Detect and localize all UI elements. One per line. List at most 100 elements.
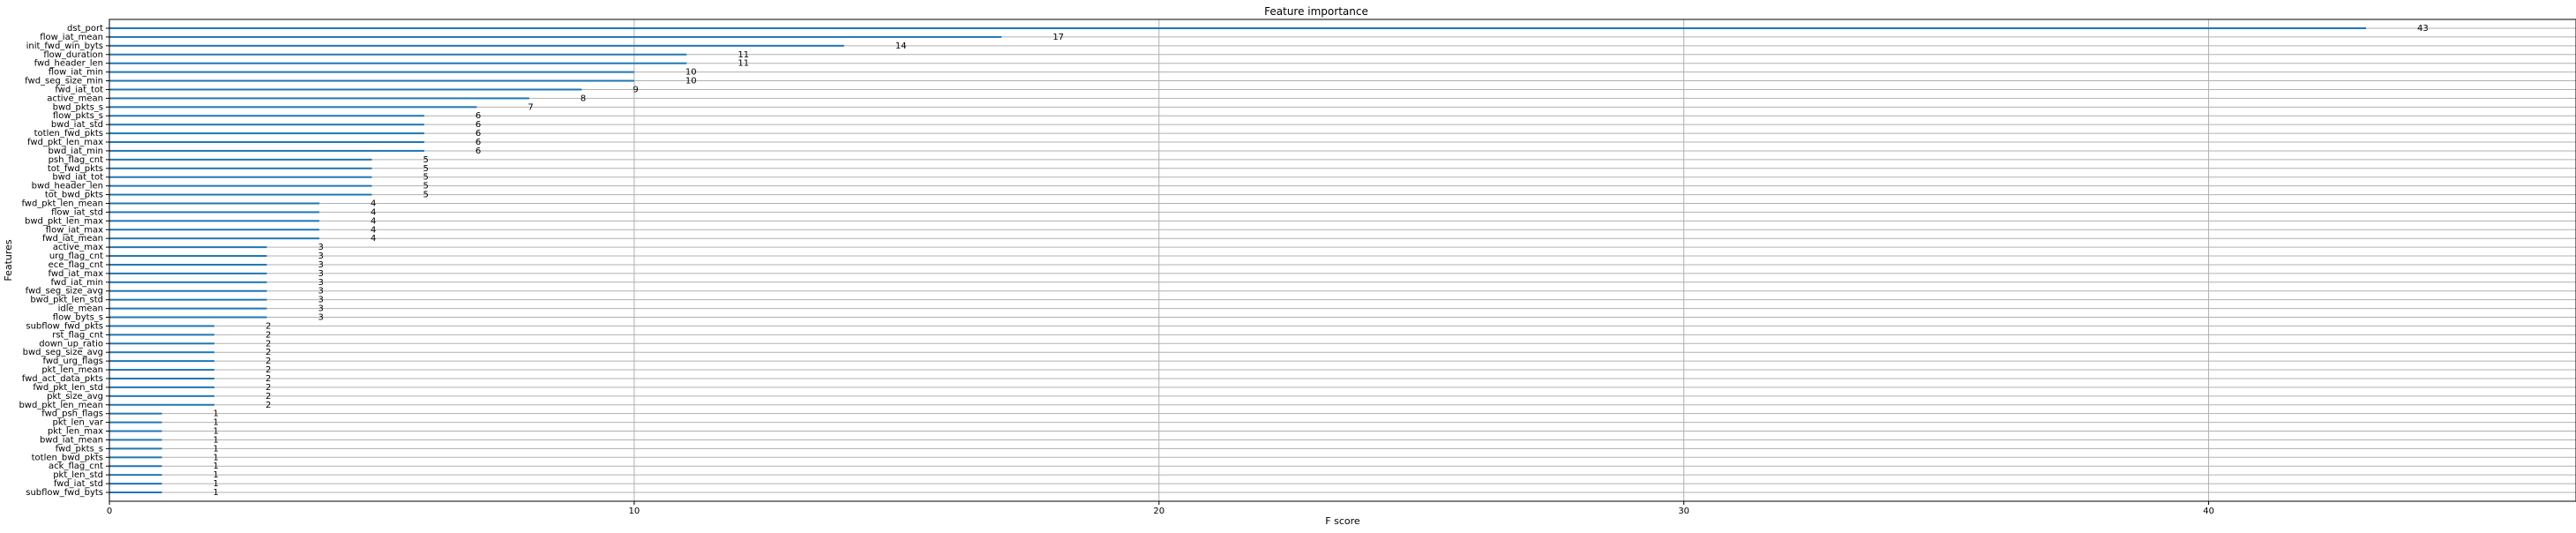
y-tick-label: active_max <box>53 243 103 252</box>
value-label: 3 <box>318 251 323 261</box>
y-tick-label: fwd_iat_max <box>49 269 104 279</box>
bar-flow_iat_mean <box>109 35 1002 38</box>
value-label: 3 <box>318 278 323 288</box>
bar-fwd_urg_flags <box>109 360 214 363</box>
bar-ack_flag_cnt <box>109 465 162 468</box>
bar-ece_flag_cnt <box>109 263 267 266</box>
value-label: 4 <box>371 216 376 226</box>
value-label: 11 <box>738 50 749 60</box>
value-label: 1 <box>213 409 218 419</box>
bar-pkt_size_avg <box>109 394 214 397</box>
value-label: 5 <box>423 173 428 183</box>
bar-totlen_fwd_pkts <box>109 132 424 135</box>
value-label: 1 <box>213 470 218 480</box>
y-tick-label: bwd_iat_std <box>51 120 103 130</box>
bar-active_mean <box>109 97 529 100</box>
y-tick-label: bwd_iat_min <box>48 146 103 156</box>
value-label: 1 <box>213 462 218 471</box>
bar-dst_port <box>109 27 2367 29</box>
value-label: 6 <box>476 129 481 139</box>
value-label: 5 <box>423 164 428 174</box>
plot-area-frame <box>109 19 2576 502</box>
x-tick-label: 30 <box>1678 507 1689 516</box>
bar-pkt_len_mean <box>109 369 214 372</box>
x-tick-label: 0 <box>107 507 112 516</box>
value-label: 1 <box>213 453 218 462</box>
y-tick-label: fwd_header_len <box>34 59 103 69</box>
value-label: 3 <box>318 243 323 252</box>
bar-subflow_fwd_pkts <box>109 325 214 327</box>
y-tick-label: fwd_iat_min <box>50 278 103 288</box>
value-label: 3 <box>318 260 323 270</box>
value-label: 1 <box>213 488 218 498</box>
y-tick-label: tot_bwd_pkts <box>45 191 103 200</box>
x-axis-label: F score <box>1325 515 1360 527</box>
bar-fwd_iat_min <box>109 281 267 283</box>
y-tick-labels: dst_portflow_iat_meaninit_fwd_win_bytsfl… <box>19 24 109 498</box>
bar-fwd_iat_max <box>109 272 267 274</box>
bar-bwd_pkt_len_max <box>109 220 319 222</box>
bar-bwd_pkt_len_mean <box>109 403 214 406</box>
y-tick-label: bwd_header_len <box>32 182 103 191</box>
y-tick-label: flow_iat_std <box>51 207 103 217</box>
bar-flow_byts_s <box>109 316 267 319</box>
bar-pkt_len_var <box>109 421 162 424</box>
value-label: 9 <box>633 85 638 94</box>
value-label: 4 <box>371 234 376 244</box>
value-label: 6 <box>476 120 481 130</box>
bar-pkt_len_std <box>109 474 162 477</box>
bar-pkt_len_max <box>109 430 162 432</box>
value-label: 1 <box>213 427 218 437</box>
bar-bwd_pkt_len_std <box>109 298 267 301</box>
bar-fwd_act_data_pkts <box>109 377 214 379</box>
value-label: 5 <box>423 191 428 200</box>
y-tick-label: flow_byts_s <box>53 313 103 323</box>
y-tick-label: totlen_fwd_pkts <box>34 129 103 139</box>
x-tick-label: 20 <box>1153 507 1164 516</box>
bar-flow_iat_std <box>109 211 319 214</box>
bar-fwd_pkt_len_std <box>109 386 214 388</box>
value-label: 10 <box>685 68 697 78</box>
y-tick-label: totlen_bwd_pkts <box>32 453 103 462</box>
value-label: 2 <box>266 339 271 349</box>
y-tick-label: bwd_pkt_len_max <box>25 216 103 226</box>
bar-bwd_pkts_s <box>109 106 477 109</box>
bar-psh_flag_cnt <box>109 158 372 161</box>
chart-title: Feature importance <box>1264 5 1368 18</box>
value-label: 5 <box>423 182 428 191</box>
y-tick-label: pkt_len_max <box>48 427 103 437</box>
value-label: 2 <box>266 383 271 393</box>
value-label: 1 <box>213 418 218 428</box>
bar-bwd_iat_min <box>109 149 424 152</box>
value-label: 4 <box>371 199 376 208</box>
y-tick-label: rst_flag_cnt <box>52 330 103 340</box>
bar-fwd_iat_tot <box>109 88 582 91</box>
y-tick-label: fwd_seg_size_min <box>25 77 103 86</box>
bar-fwd_header_len <box>109 62 687 64</box>
bar-idle_mean <box>109 307 267 310</box>
y-tick-label: tot_fwd_pkts <box>48 164 103 174</box>
value-label: 1 <box>213 444 218 454</box>
value-label: 4 <box>371 207 376 217</box>
bar-fwd_pkt_len_max <box>109 141 424 144</box>
bar-bwd_header_len <box>109 184 372 187</box>
value-label: 2 <box>266 357 271 366</box>
bar-flow_iat_min <box>109 71 634 73</box>
value-label: 14 <box>895 41 907 51</box>
value-label: 1 <box>213 479 218 489</box>
bar-subflow_fwd_byts <box>109 492 162 493</box>
x-tick-labels: 0 10 20 30 40 <box>107 501 2214 516</box>
value-label: 2 <box>266 401 271 410</box>
y-tick-label: pkt_size_avg <box>47 392 103 402</box>
bar-rst_flag_cnt <box>109 334 214 336</box>
y-tick-label: urg_flag_cnt <box>49 251 103 261</box>
bar-flow_iat_max <box>109 229 319 231</box>
value-label: 2 <box>266 374 271 384</box>
bar-fwd_seg_size_avg <box>109 289 267 292</box>
value-label: 3 <box>318 287 323 297</box>
y-tick-label: subflow_fwd_byts <box>26 488 103 498</box>
value-label: 8 <box>580 94 586 103</box>
bars <box>109 27 2367 493</box>
y-tick-label: fwd_urg_flags <box>43 357 103 366</box>
